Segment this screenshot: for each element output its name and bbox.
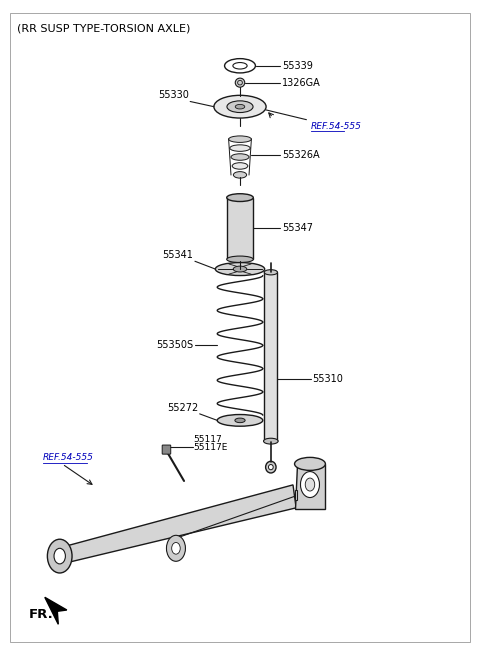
Polygon shape xyxy=(295,464,325,510)
Circle shape xyxy=(305,478,315,491)
Text: REF.54-555: REF.54-555 xyxy=(311,122,362,130)
Text: 55117E: 55117E xyxy=(193,443,228,452)
Text: 55117: 55117 xyxy=(193,436,222,444)
Polygon shape xyxy=(45,597,67,624)
Ellipse shape xyxy=(235,418,245,422)
Ellipse shape xyxy=(235,104,245,109)
Text: (RR SUSP TYPE-TORSION AXLE): (RR SUSP TYPE-TORSION AXLE) xyxy=(17,24,191,33)
Bar xyxy=(264,272,277,441)
Text: 55339: 55339 xyxy=(282,61,312,71)
Ellipse shape xyxy=(235,78,245,87)
Circle shape xyxy=(48,539,72,573)
Text: 1326GA: 1326GA xyxy=(282,78,321,88)
Ellipse shape xyxy=(264,270,277,275)
Circle shape xyxy=(172,542,180,554)
Ellipse shape xyxy=(228,136,252,142)
Ellipse shape xyxy=(227,256,253,263)
Ellipse shape xyxy=(230,145,250,151)
Text: 55330: 55330 xyxy=(158,90,189,100)
Text: 55350S: 55350S xyxy=(156,341,193,350)
Ellipse shape xyxy=(232,162,248,169)
Ellipse shape xyxy=(295,457,325,470)
Text: REF.54-555: REF.54-555 xyxy=(43,453,94,462)
Text: 55310: 55310 xyxy=(312,375,344,384)
Ellipse shape xyxy=(214,96,266,118)
Ellipse shape xyxy=(264,438,278,444)
Text: 55341: 55341 xyxy=(163,250,193,260)
Ellipse shape xyxy=(217,415,263,426)
Ellipse shape xyxy=(268,464,273,470)
Ellipse shape xyxy=(233,172,247,178)
Polygon shape xyxy=(59,485,296,564)
Circle shape xyxy=(167,535,185,561)
Polygon shape xyxy=(295,490,297,500)
Ellipse shape xyxy=(265,461,276,473)
Ellipse shape xyxy=(227,101,253,113)
Ellipse shape xyxy=(233,266,247,272)
Bar xyxy=(227,198,253,259)
Circle shape xyxy=(300,472,320,498)
FancyBboxPatch shape xyxy=(162,445,171,454)
Circle shape xyxy=(54,548,65,564)
Text: 55326A: 55326A xyxy=(282,151,319,160)
Text: FR.: FR. xyxy=(29,608,54,621)
Ellipse shape xyxy=(231,154,249,160)
Ellipse shape xyxy=(227,194,253,202)
Text: 55347: 55347 xyxy=(282,223,313,233)
Text: 55272: 55272 xyxy=(167,403,198,413)
Ellipse shape xyxy=(216,263,264,276)
